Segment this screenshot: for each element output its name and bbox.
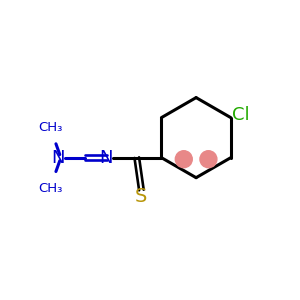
Circle shape (200, 151, 217, 168)
Text: S: S (135, 187, 148, 206)
Text: CH₃: CH₃ (38, 182, 63, 194)
Text: N: N (52, 149, 65, 167)
Text: N: N (99, 149, 113, 167)
Text: CH₃: CH₃ (38, 121, 63, 134)
Text: Cl: Cl (232, 106, 250, 124)
Circle shape (175, 151, 192, 168)
